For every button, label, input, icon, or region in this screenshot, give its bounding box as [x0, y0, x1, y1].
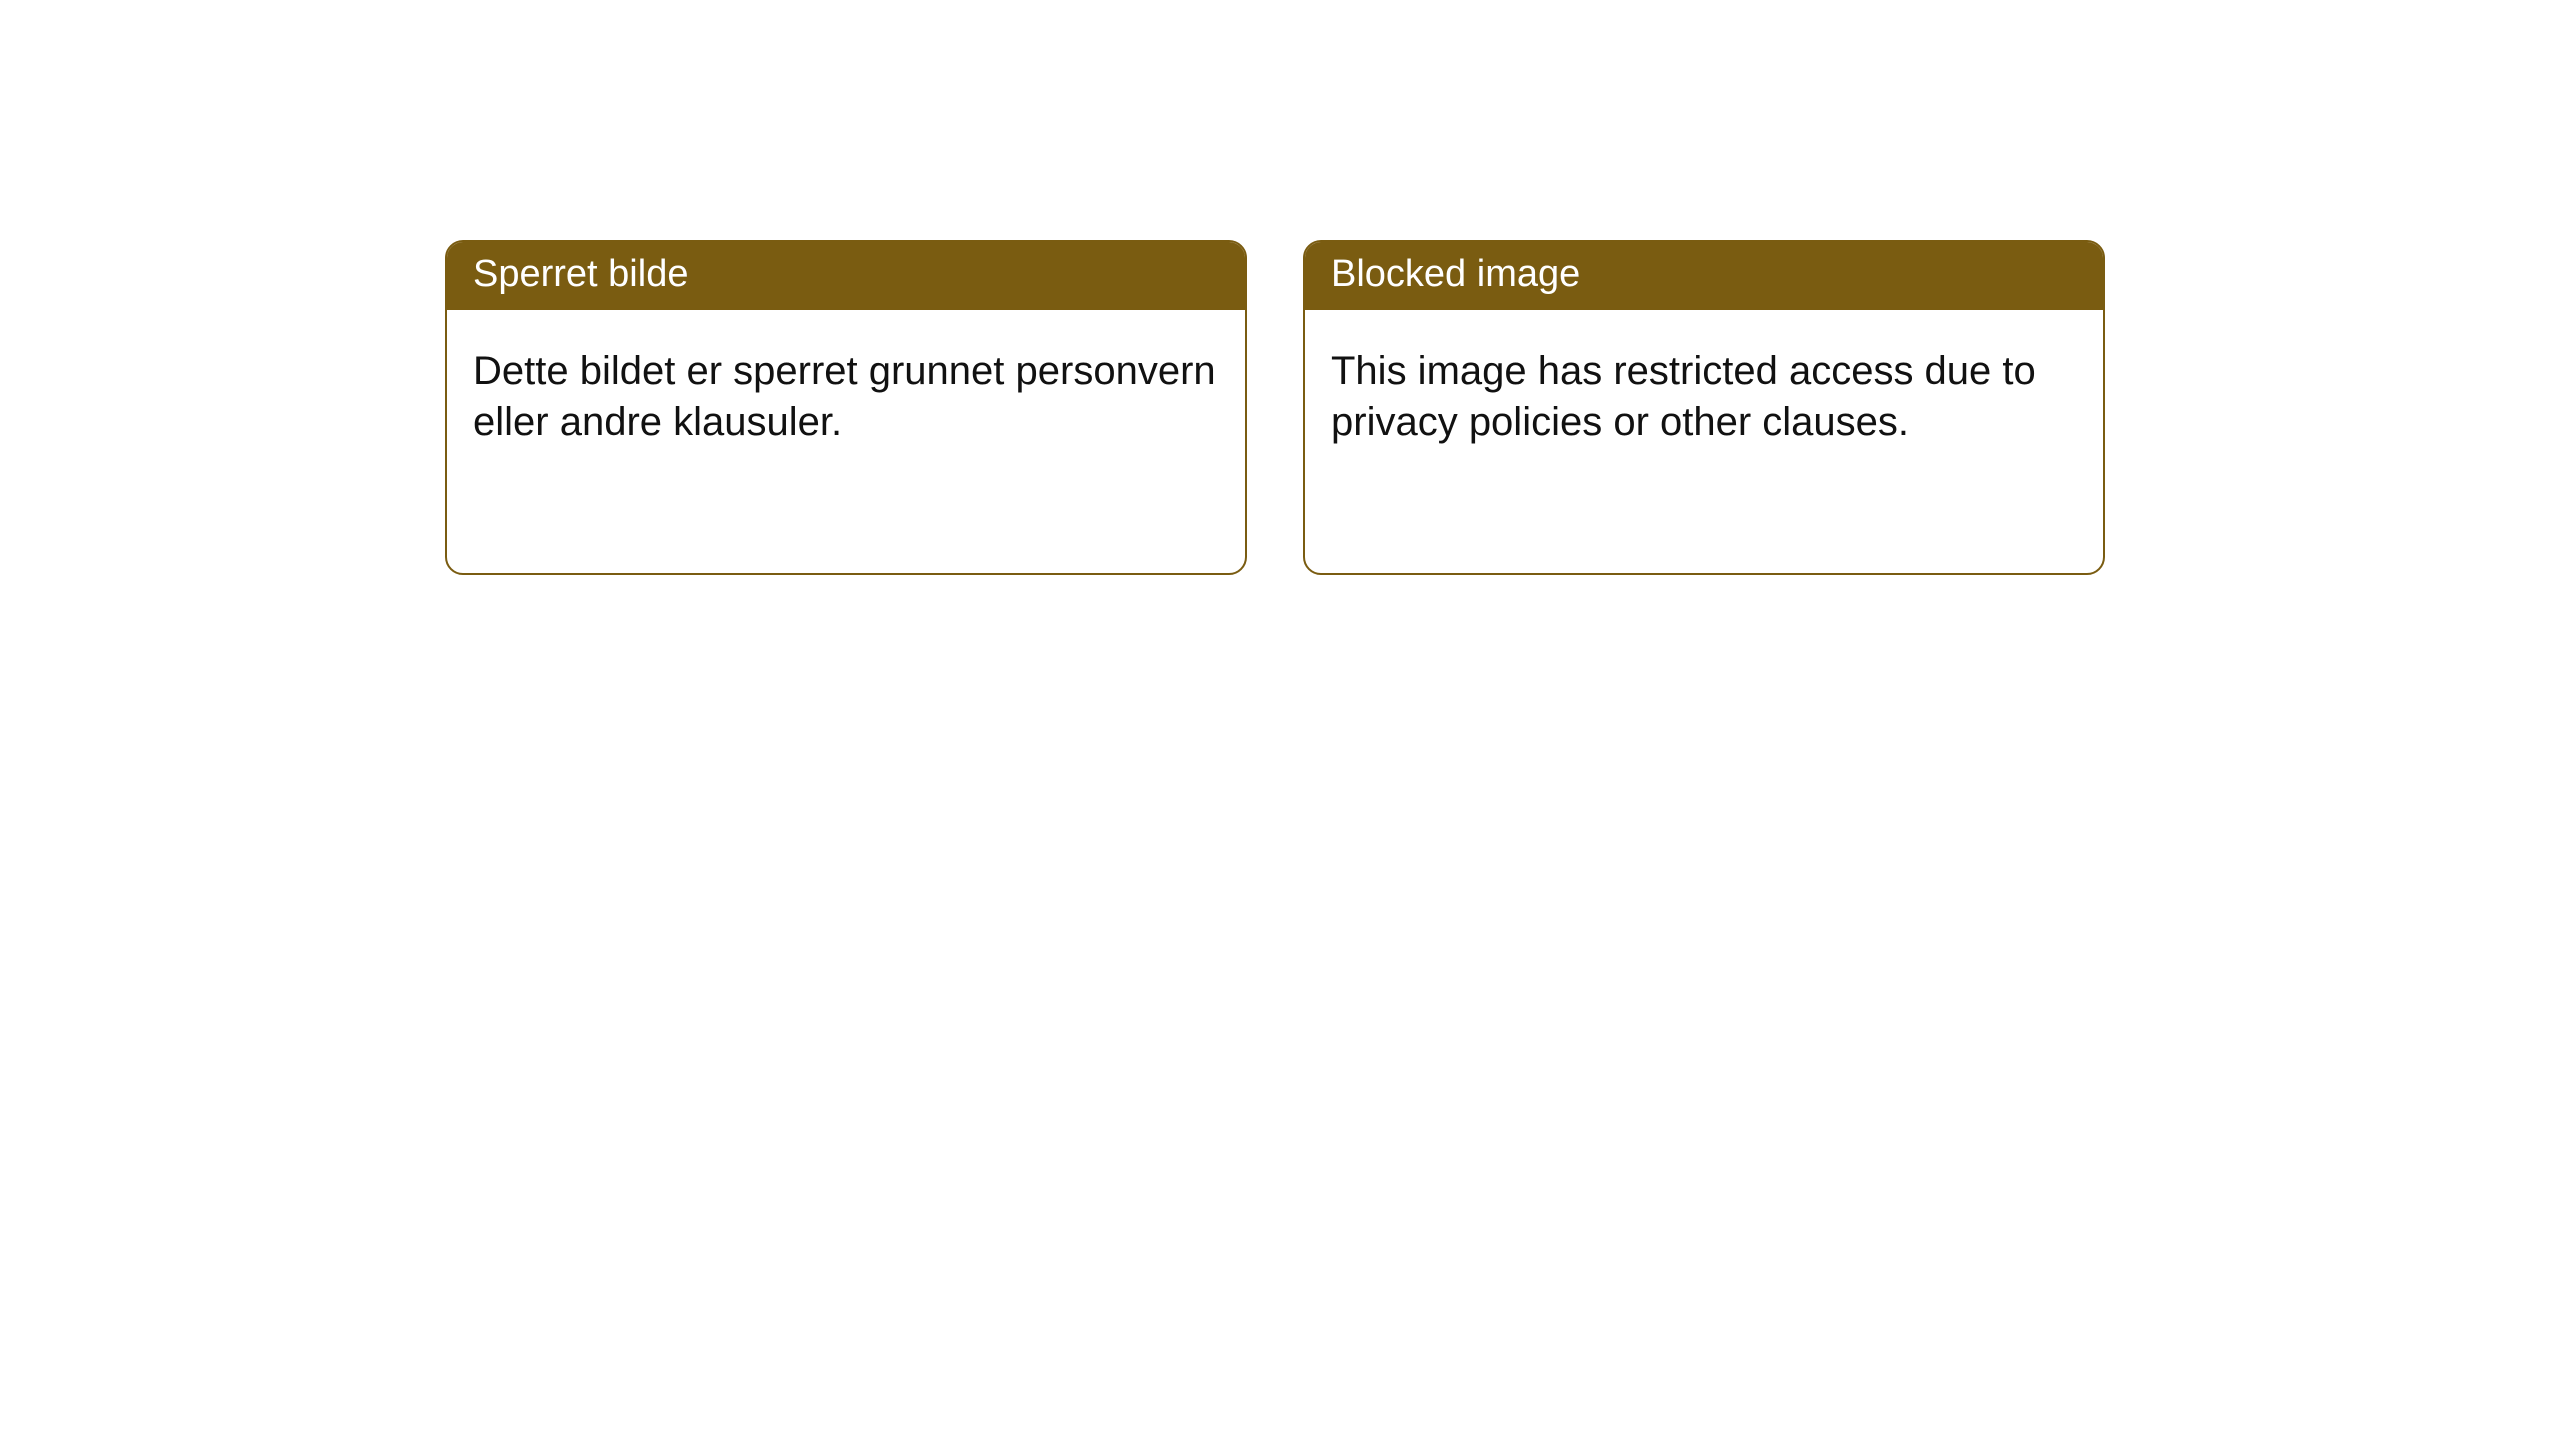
notice-card-english: Blocked image This image has restricted …: [1303, 240, 2105, 575]
notice-body: This image has restricted access due to …: [1305, 310, 2103, 474]
notice-header: Blocked image: [1305, 242, 2103, 310]
notice-container: Sperret bilde Dette bildet er sperret gr…: [0, 0, 2560, 575]
notice-body: Dette bildet er sperret grunnet personve…: [447, 310, 1245, 474]
notice-header: Sperret bilde: [447, 242, 1245, 310]
notice-card-norwegian: Sperret bilde Dette bildet er sperret gr…: [445, 240, 1247, 575]
